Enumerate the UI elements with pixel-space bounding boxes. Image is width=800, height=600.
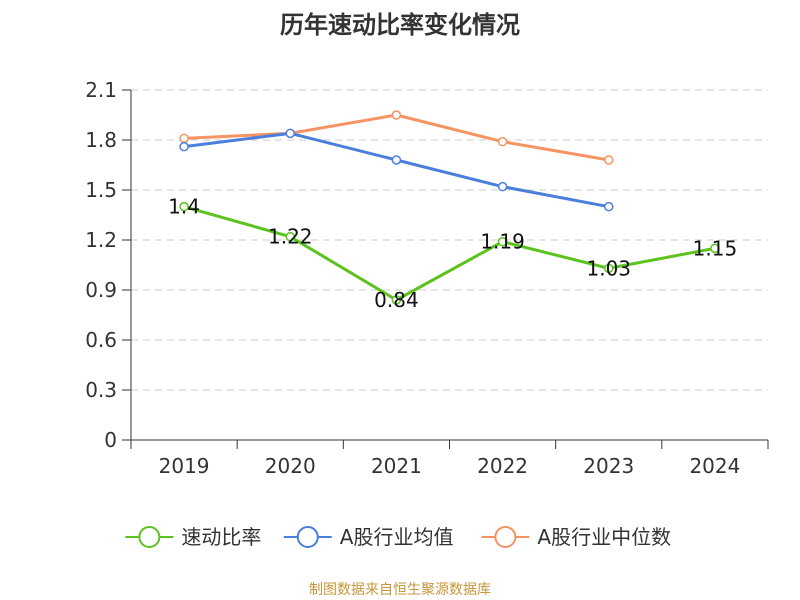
x-tick-label: 2024 bbox=[689, 454, 740, 478]
series-point bbox=[497, 181, 508, 192]
legend-marker bbox=[138, 526, 161, 548]
data-label: 1.19 bbox=[480, 230, 525, 254]
series-point bbox=[604, 263, 614, 274]
legend-label: 速动比率 bbox=[181, 525, 261, 549]
y-tick-label: 0.3 bbox=[85, 378, 117, 402]
grid bbox=[131, 89, 768, 391]
source-note: 制图数据来自恒生聚源数据库 bbox=[309, 582, 491, 598]
data-label: 0.84 bbox=[374, 288, 419, 312]
series-point bbox=[179, 133, 189, 144]
legend-marker bbox=[494, 526, 517, 548]
series-point bbox=[391, 295, 402, 305]
legend-label: A股行业均值 bbox=[340, 525, 454, 549]
y-tick-label: 2.1 bbox=[85, 78, 117, 102]
legend: 速动比率 A股行业均值 A股行业中位数 bbox=[125, 525, 671, 549]
data-labels: 1.4 1.22 0.84 1.19 1.03 1.15 bbox=[168, 195, 737, 312]
series-point bbox=[179, 201, 189, 212]
series-point bbox=[604, 155, 614, 165]
series-point bbox=[285, 128, 295, 139]
chart-title: 历年速动比率变化情况 bbox=[280, 11, 520, 39]
x-tick-label: 2021 bbox=[371, 454, 422, 478]
series-point bbox=[710, 243, 720, 254]
y-tick-label: 1.2 bbox=[85, 228, 117, 252]
legend-marker bbox=[296, 526, 319, 548]
x-tick-label: 2020 bbox=[265, 454, 316, 478]
data-label: 1.15 bbox=[693, 236, 738, 260]
data-label: 1.4 bbox=[168, 195, 200, 219]
y-tick-label: 0 bbox=[104, 428, 117, 452]
y-tick-label: 1.5 bbox=[85, 178, 117, 202]
y-tick-label: 0.9 bbox=[85, 278, 117, 302]
series-point bbox=[391, 155, 402, 165]
series-line bbox=[183, 205, 716, 302]
y-tick-label: 0.6 bbox=[85, 328, 117, 352]
data-label: 1.22 bbox=[268, 225, 313, 249]
series-point bbox=[179, 141, 189, 152]
axes: 0 0.3 0.6 0.9 1.2 1.5 1.8 2.1 2019 2020 2021 2022 20… bbox=[85, 78, 769, 478]
series-point bbox=[604, 201, 614, 212]
legend-label: A股行业中位数 bbox=[537, 525, 671, 549]
series-point bbox=[497, 136, 508, 147]
x-tick-label: 2019 bbox=[159, 454, 210, 478]
y-tick-label: 1.8 bbox=[85, 128, 117, 152]
series-line bbox=[183, 131, 610, 209]
x-tick-label: 2022 bbox=[477, 454, 528, 478]
series-point bbox=[497, 236, 508, 247]
series-point bbox=[391, 110, 402, 120]
series-layer bbox=[179, 110, 720, 305]
series-point bbox=[285, 231, 295, 242]
x-tick-label: 2023 bbox=[583, 454, 634, 478]
data-label: 1.03 bbox=[586, 256, 631, 280]
